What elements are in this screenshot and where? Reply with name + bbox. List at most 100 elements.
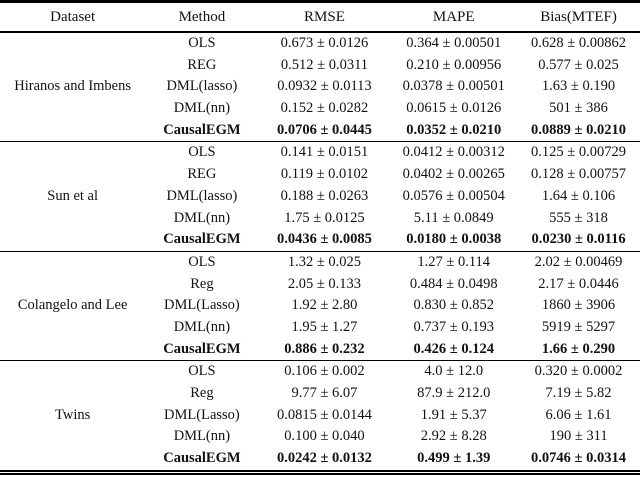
rmse-cell: 0.119 ± 0.0102 xyxy=(280,166,369,183)
rmse-cell: 0.141 ± 0.0151 xyxy=(258,141,391,165)
table-row: Hiranos and Imbens OLS 0.673 ± 0.0126 0.364… xyxy=(0,32,640,94)
rmse-cell: 0.188 ± 0.0263 xyxy=(280,187,369,204)
bias-cell: 2.17 ± 0.0446 xyxy=(538,275,619,292)
dataset-cell: Hiranos and Imbens xyxy=(14,78,132,95)
table-row: CausalEGM 0.0242 ± 0.0132 0.499 ± 1.39 0.07… xyxy=(0,448,640,472)
bias-cell: 0.128 ± 0.00757 xyxy=(531,166,627,183)
method-cell: Reg xyxy=(190,275,214,292)
mape-cell: 0.426 ± 0.124 xyxy=(413,340,494,357)
mape-cell: 0.0576 ± 0.00504 xyxy=(402,187,505,204)
bias-cell: 0.0230 ± 0.0116 xyxy=(531,231,626,248)
mape-cell: 4.0 ± 12.0 xyxy=(390,360,518,383)
table-row: Twins OLS 0.106 ± 0.002 4.0 ± 12.0 0.320 ± 0… xyxy=(0,360,640,473)
rmse-cell: 0.0815 ± 0.0144 xyxy=(276,406,372,423)
bias-cell: 0.320 ± 0.0002 xyxy=(517,360,640,383)
method-cell: DML(lasso) xyxy=(166,187,238,204)
column-header-bias: Bias(MTEF) xyxy=(517,1,640,33)
method-cell: OLS xyxy=(145,360,259,383)
table-row: DML(Lasso) 1.92 ± 2.80 0.830 ± 0.852 1860 ±… xyxy=(0,295,640,317)
method-cell: CausalEGM xyxy=(163,121,241,138)
table-row: Sun et al OLS 0.141 ± 0.0151 0.0412 ± 0.003… xyxy=(0,141,640,252)
mape-cell: 1.27 ± 0.114 xyxy=(390,250,518,274)
column-header-method: Method xyxy=(145,1,259,33)
bias-cell: 0.125 ± 0.00729 xyxy=(517,141,640,165)
table-row: DML(nn) 1.95 ± 1.27 0.737 ± 0.193 5919 ± 52… xyxy=(0,317,640,339)
table-row: CausalEGM 0.0706 ± 0.0445 0.0352 ± 0.0210 0… xyxy=(0,120,640,142)
method-cell: REG xyxy=(187,56,217,73)
rmse-cell: 2.05 ± 0.133 xyxy=(287,275,362,292)
mape-cell: 0.737 ± 0.193 xyxy=(413,318,494,335)
table-row: DML(nn) 0.100 ± 0.040 2.92 ± 8.28 190 ± 311 xyxy=(0,426,640,448)
method-cell: DML(nn) xyxy=(173,318,231,335)
rmse-cell: 1.95 ± 1.27 xyxy=(291,318,358,335)
method-cell: Reg xyxy=(190,385,214,401)
rmse-cell: 0.512 ± 0.0311 xyxy=(280,56,369,73)
table-row: DML(nn) 1.75 ± 0.0125 5.11 ± 0.0849 555 ± 3… xyxy=(0,208,640,230)
method-cell: DML(Lasso) xyxy=(164,297,240,314)
rmse-cell: 0.886 ± 0.232 xyxy=(284,340,365,357)
bias-cell: 0.628 ± 0.00862 xyxy=(531,35,627,51)
table-row: REG 0.119 ± 0.0102 0.0402 ± 0.00265 0.128 ±… xyxy=(0,164,640,186)
bias-cell: 2.02 ± 0.00469 xyxy=(517,250,640,274)
method-cell: OLS xyxy=(145,250,259,274)
rmse-cell: 1.92 ± 2.80 xyxy=(291,297,358,314)
bias-cell: 190 ± 311 xyxy=(549,428,608,445)
mape-cell: 0.830 ± 0.852 xyxy=(413,297,494,314)
bias-cell: 501 ± 386 xyxy=(549,100,608,117)
method-cell: DML(nn) xyxy=(173,209,231,226)
bias-cell: 5919 ± 5297 xyxy=(541,318,616,335)
bias-cell: 0.0746 ± 0.0314 xyxy=(531,450,627,467)
table-body: Hiranos and Imbens OLS 0.673 ± 0.0126 0.364… xyxy=(0,32,640,473)
mape-cell: 0.0180 ± 0.0038 xyxy=(406,231,502,248)
mape-cell: 2.92 ± 8.28 xyxy=(420,428,487,445)
column-header-dataset: Dataset xyxy=(0,1,146,33)
rmse-cell: 0.152 ± 0.0282 xyxy=(280,100,369,117)
method-cell: REG xyxy=(187,166,217,183)
rmse-cell: 0.100 ± 0.040 xyxy=(284,428,365,445)
table-row: CausalEGM 0.886 ± 0.232 0.426 ± 0.124 1.66 … xyxy=(0,339,640,361)
mape-cell: 0.0378 ± 0.00501 xyxy=(402,78,505,95)
mape-cell: 1.91 ± 5.37 xyxy=(420,406,487,423)
rmse-cell: 0.673 ± 0.0126 xyxy=(280,35,369,51)
bias-cell: 1.66 ± 0.290 xyxy=(541,340,616,357)
column-header-mape: MAPE xyxy=(390,1,518,33)
dataset-cell: Colangelo and Lee xyxy=(0,250,146,361)
mape-cell: 0.364 ± 0.00501 xyxy=(406,35,502,51)
bias-cell: 6.06 ± 1.61 xyxy=(545,406,612,423)
method-cell: DML(Lasso) xyxy=(164,406,240,423)
mape-cell: 0.499 ± 1.39 xyxy=(417,450,491,467)
rmse-cell: 0.0932 ± 0.0113 xyxy=(277,78,372,95)
table-row: Colangelo and Lee OLS 1.32 ± 0.025 1.27 ± 0… xyxy=(0,250,640,361)
bias-cell: 1.63 ± 0.190 xyxy=(541,78,616,95)
rmse-cell: 1.32 ± 0.025 xyxy=(258,250,391,274)
mape-cell: 0.484 ± 0.0498 xyxy=(409,275,498,292)
method-cell: CausalEGM xyxy=(163,231,241,248)
table-row: Reg 2.05 ± 0.133 0.484 ± 0.0498 2.17 ± 0.04… xyxy=(0,274,640,296)
mape-cell: 0.0402 ± 0.00265 xyxy=(402,166,505,183)
table-row: Reg 9.77 ± 6.07 87.9 ± 212.0 7.19 ± 5.82 xyxy=(0,383,640,405)
header-row: Dataset Method RMSE MAPE Bias(MTEF) xyxy=(0,1,640,33)
rmse-cell: 0.106 ± 0.002 xyxy=(258,360,391,383)
column-header-rmse: RMSE xyxy=(258,1,391,33)
table-row: DML(Lasso) 0.0815 ± 0.0144 1.91 ± 5.37 6.06… xyxy=(0,405,640,427)
method-cell: CausalEGM xyxy=(163,340,241,357)
bias-cell: 7.19 ± 5.82 xyxy=(545,385,612,401)
bias-cell: 555 ± 318 xyxy=(549,209,608,226)
mape-cell: 0.0352 ± 0.0210 xyxy=(406,121,502,138)
table-row: REG 0.512 ± 0.0311 0.210 ± 0.00956 0.577 ± … xyxy=(0,55,640,77)
dataset-cell: Sun et al xyxy=(0,141,146,252)
mape-cell: 0.210 ± 0.00956 xyxy=(406,56,502,73)
mape-cell: 0.0615 ± 0.0126 xyxy=(406,100,502,117)
rmse-cell: 0.0436 ± 0.0085 xyxy=(276,231,372,248)
bias-cell: 0.0889 ± 0.0210 xyxy=(531,121,627,138)
method-cell: OLS xyxy=(145,141,259,165)
table-header: Dataset Method RMSE MAPE Bias(MTEF) xyxy=(0,1,640,33)
method-cell: OLS xyxy=(188,35,216,51)
method-cell: DML(lasso) xyxy=(166,78,238,95)
rmse-cell: 0.0706 ± 0.0445 xyxy=(276,121,372,138)
mape-cell: 5.11 ± 0.0849 xyxy=(413,209,494,226)
mape-cell: 87.9 ± 212.0 xyxy=(417,385,491,401)
table-row: DML(nn) 0.152 ± 0.0282 0.0615 ± 0.0126 501 … xyxy=(0,98,640,120)
